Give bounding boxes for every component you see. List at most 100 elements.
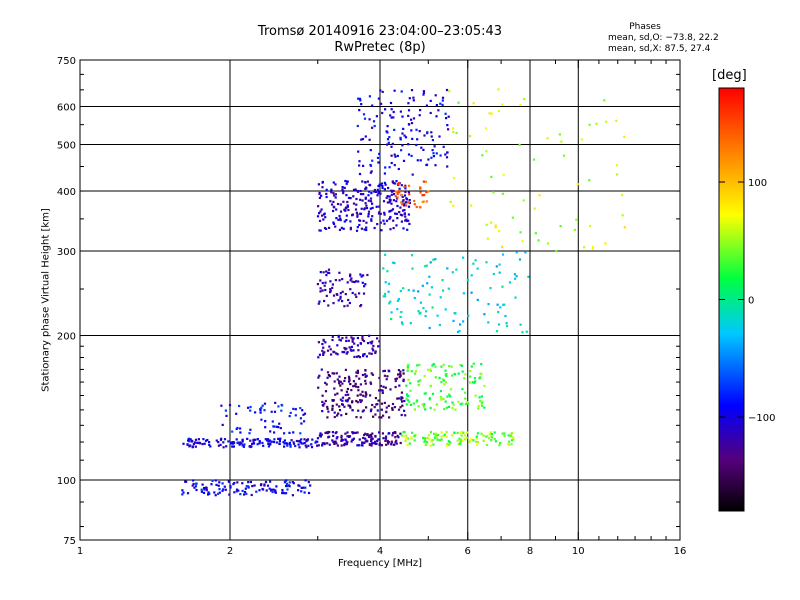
- legend-stat-o: mean, sd,O: −73.8, 22.2: [608, 33, 719, 43]
- data-point: [448, 441, 451, 444]
- data-point: [192, 482, 195, 486]
- data-point: [364, 202, 367, 205]
- data-point: [462, 256, 465, 259]
- data-point: [357, 444, 360, 447]
- data-point: [331, 286, 334, 289]
- data-point: [249, 439, 252, 442]
- data-point: [364, 437, 367, 440]
- data-point: [247, 406, 250, 409]
- data-point: [252, 440, 255, 443]
- data-point: [391, 208, 395, 211]
- data-point: [251, 442, 254, 445]
- data-point: [501, 192, 504, 195]
- data-point: [365, 406, 368, 409]
- data-point: [231, 430, 234, 433]
- data-point: [364, 432, 367, 435]
- data-point: [623, 135, 626, 138]
- data-point: [391, 402, 395, 406]
- data-point: [408, 400, 411, 403]
- data-point: [503, 432, 506, 435]
- data-point: [396, 308, 399, 311]
- data-point: [301, 442, 304, 445]
- data-point: [515, 275, 518, 278]
- data-point: [393, 431, 396, 434]
- data-point: [319, 271, 322, 274]
- data-point: [460, 430, 463, 434]
- data-point: [377, 97, 380, 100]
- data-point: [215, 439, 218, 442]
- data-point: [393, 443, 396, 446]
- data-point: [336, 344, 339, 347]
- data-point: [400, 184, 403, 187]
- data-point: [349, 279, 352, 282]
- data-point: [372, 442, 375, 445]
- data-point: [317, 376, 320, 379]
- data-point: [511, 216, 514, 219]
- data-point: [358, 438, 361, 441]
- data-point: [408, 199, 411, 202]
- data-point: [395, 224, 398, 227]
- data-point: [390, 154, 393, 157]
- data-point: [285, 442, 288, 445]
- data-point: [368, 334, 371, 337]
- data-point: [260, 418, 263, 421]
- data-point: [271, 420, 274, 423]
- data-point: [343, 220, 346, 223]
- data-point: [357, 150, 360, 153]
- data-point: [358, 164, 361, 167]
- data-point: [361, 390, 364, 393]
- data-point: [334, 196, 337, 199]
- data-point: [324, 216, 327, 219]
- data-point: [513, 273, 516, 276]
- data-point: [400, 396, 403, 399]
- data-point: [444, 112, 447, 115]
- data-point: [469, 135, 472, 138]
- data-point: [221, 482, 224, 485]
- data-point: [499, 442, 502, 445]
- data-point: [378, 205, 381, 208]
- data-point: [328, 430, 331, 434]
- data-point: [241, 444, 244, 447]
- x-tick-label: 16: [674, 546, 687, 557]
- data-point: [317, 183, 320, 186]
- data-point: [214, 494, 217, 497]
- data-point: [239, 441, 242, 444]
- data-point: [364, 283, 367, 286]
- data-point: [392, 189, 395, 192]
- data-point: [358, 377, 361, 380]
- data-point: [332, 294, 336, 297]
- data-point: [444, 373, 447, 376]
- data-point: [352, 437, 355, 440]
- data-point: [361, 335, 364, 338]
- data-point: [346, 204, 349, 207]
- data-point: [318, 219, 322, 222]
- data-point: [344, 179, 347, 183]
- data-point: [424, 315, 427, 318]
- data-point: [359, 400, 362, 404]
- data-point: [244, 487, 247, 490]
- data-point: [332, 221, 335, 224]
- data-point: [401, 400, 404, 403]
- data-point: [442, 379, 446, 382]
- data-point: [355, 399, 358, 403]
- data-point: [380, 389, 383, 392]
- data-point: [470, 291, 473, 294]
- data-point: [387, 290, 390, 293]
- data-point: [425, 310, 428, 313]
- data-point: [370, 433, 373, 436]
- data-point: [355, 416, 358, 419]
- data-point: [208, 443, 211, 446]
- data-point: [301, 409, 304, 412]
- data-point: [359, 99, 362, 102]
- data-point: [283, 445, 286, 448]
- data-point: [283, 481, 286, 484]
- data-point: [187, 439, 190, 442]
- data-point: [345, 214, 348, 217]
- data-point: [288, 431, 291, 434]
- data-point: [439, 439, 442, 442]
- data-point: [249, 480, 252, 484]
- data-point: [339, 210, 343, 213]
- data-point: [248, 432, 251, 435]
- data-point: [356, 394, 359, 397]
- data-point: [476, 267, 479, 270]
